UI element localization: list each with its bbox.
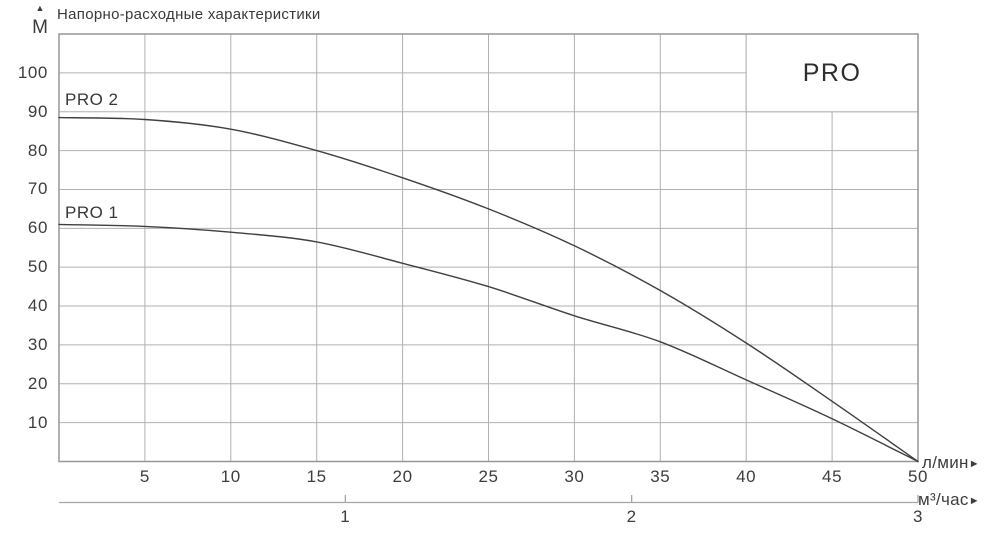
y-tick-label: 100 — [17, 62, 48, 82]
y-tick-label: 20 — [27, 373, 48, 393]
x-tick-label: 10 — [220, 467, 241, 486]
secondary-x-tick-label: 3 — [912, 507, 924, 526]
series-label-pro2: PRO 2 — [65, 90, 119, 109]
x-tick-label: 45 — [822, 467, 843, 486]
x-axis-primary-unit: л/мин► — [922, 453, 980, 474]
x-tick-label: 30 — [564, 467, 585, 486]
y-axis-arrow-icon: ▲ — [35, 3, 45, 13]
secondary-x-tick-label: 1 — [340, 507, 351, 526]
y-tick-label: 40 — [27, 296, 48, 316]
chart-title: Напорно-расходные характеристики — [57, 6, 321, 23]
x-axis-primary-unit-text: л/мин — [922, 453, 969, 472]
x-axis-secondary-unit: м³/час► — [918, 490, 980, 511]
pro-badge: PRO — [802, 59, 862, 87]
curve-pro2 — [58, 116, 919, 463]
x-tick-label: 20 — [392, 467, 413, 486]
y-tick-label: 80 — [27, 140, 48, 160]
x-tick-label: 15 — [306, 467, 327, 486]
y-tick-label: 50 — [27, 257, 48, 277]
plot-border — [58, 33, 919, 463]
curve-pro1 — [58, 223, 919, 463]
y-axis-unit-label: М — [32, 17, 48, 38]
y-tick-label: 60 — [27, 218, 48, 238]
y-tick-label: 70 — [27, 179, 48, 199]
pro-badge-box — [746, 34, 918, 112]
secondary-x-tick-label: 2 — [626, 507, 637, 526]
x-axis-secondary-right-arrow-icon: ► — [968, 495, 980, 507]
x-axis-secondary-unit-text: м³/час — [918, 490, 969, 509]
x-tick-label: 50 — [907, 467, 929, 486]
x-tick-label: 35 — [650, 467, 671, 486]
y-tick-label: 90 — [27, 101, 48, 121]
y-tick-label: 10 — [27, 412, 48, 432]
x-tick-label: 25 — [478, 467, 499, 486]
y-tick-label: 30 — [27, 334, 48, 354]
x-axis-right-arrow-icon: ► — [968, 458, 980, 470]
x-tick-label: 5 — [139, 467, 150, 486]
x-tick-label: 40 — [736, 467, 757, 486]
series-label-pro1: PRO 1 — [65, 203, 119, 222]
